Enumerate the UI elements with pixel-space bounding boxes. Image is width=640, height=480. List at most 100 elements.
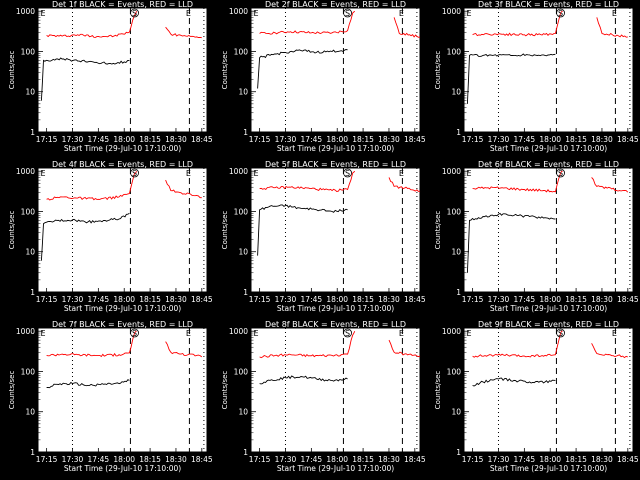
x-tick-label: 18:30 [165, 455, 187, 464]
y-tick-label: 1 [30, 288, 35, 297]
y-tick-label: 1000 [442, 167, 461, 176]
x-tick-label: 17:15 [36, 295, 58, 304]
plot-frame [250, 327, 421, 453]
chart-panel: Det 6f BLACK = Events, RED = LLD 1 10 100 10… [434, 160, 639, 313]
x-tick-label: 17:15 [249, 135, 271, 144]
events-series-line [466, 212, 556, 273]
annotation-s: S [345, 329, 350, 338]
x-tick-label: 17:45 [514, 295, 536, 304]
annotation-s-circle [343, 168, 352, 178]
chart-title: Det 5f BLACK = Events, RED = LLD [265, 160, 406, 169]
annotation-s: S [345, 9, 350, 18]
x-tick-label: 17:15 [462, 295, 484, 304]
x-tick-label: 17:30 [62, 455, 84, 464]
lld-series-line [165, 341, 203, 358]
x-tick-label: 18:15 [139, 135, 161, 144]
x-tick-label: 17:45 [301, 455, 323, 464]
chart-panel: Det 9f BLACK = Events, RED = LLD 1 10 100 10… [434, 320, 639, 473]
plot-frame [250, 167, 421, 293]
x-tick-label: 18:00 [113, 135, 135, 144]
annotation-s: S [558, 169, 563, 178]
y-tick-label: 10 [238, 88, 248, 97]
y-tick-label: 10 [238, 248, 248, 257]
annotation-e-left: E [253, 169, 258, 178]
x-tick-label: 17:15 [249, 455, 271, 464]
x-tick-label: 18:15 [565, 455, 587, 464]
chart-panel: Det 5f BLACK = Events, RED = LLD 1 10 100 10… [221, 160, 426, 313]
x-tick-label: 17:45 [88, 295, 110, 304]
lld-series-line [46, 170, 138, 201]
annotation-e-left: E [40, 169, 45, 178]
x-axis-label: Start Time (29-Jul-10 17:10:00) [490, 464, 607, 473]
y-tick-label: 100 [447, 367, 462, 376]
x-tick-label: 17:30 [275, 135, 297, 144]
x-tick-label: 17:30 [62, 135, 84, 144]
x-tick-label: 18:15 [139, 455, 161, 464]
lld-series-line [472, 170, 563, 193]
chart-panel: Det 2f BLACK = Events, RED = LLD 1 10 100 10… [221, 0, 426, 153]
y-tick-label: 1 [243, 448, 248, 457]
x-tick-label: 18:15 [565, 135, 587, 144]
chart-title: Det 9f BLACK = Events, RED = LLD [478, 320, 619, 329]
annotation-e-left: E [253, 9, 258, 18]
lld-series-line [46, 330, 137, 358]
y-tick-label: 1 [456, 128, 461, 137]
annotation-e-left: E [40, 329, 45, 338]
x-tick-label: 17:30 [488, 455, 510, 464]
x-tick-label: 17:15 [462, 135, 484, 144]
x-tick-label: 18:45 [617, 135, 639, 144]
x-tick-label: 18:45 [191, 135, 213, 144]
lld-series-line [472, 10, 563, 37]
plot-frame [463, 327, 634, 453]
y-axis-label: Counts/sec [221, 51, 229, 90]
x-tick-label: 18:45 [404, 135, 426, 144]
x-tick-label: 18:45 [617, 295, 639, 304]
lld-series-line [165, 179, 202, 199]
plot-area [250, 7, 421, 133]
x-tick-label: 18:15 [139, 295, 161, 304]
y-axis-label: Counts/sec [8, 371, 16, 410]
plot-area [37, 7, 208, 133]
x-tick-label: 17:30 [488, 295, 510, 304]
x-tick-label: 18:00 [539, 135, 561, 144]
x-tick-label: 17:30 [62, 295, 84, 304]
annotation-e: E [399, 329, 404, 338]
y-tick-label: 1000 [229, 327, 248, 336]
events-series-line [257, 204, 348, 256]
y-tick-label: 100 [234, 367, 249, 376]
plot-area [37, 327, 208, 453]
lld-series-line [388, 177, 421, 192]
lld-series-line [259, 330, 356, 359]
plot-frame [37, 7, 208, 133]
plot-area [463, 7, 634, 133]
x-tick-label: 17:15 [36, 135, 58, 144]
events-series-line [40, 212, 130, 261]
y-tick-label: 10 [451, 88, 461, 97]
events-series-line [259, 375, 348, 385]
plot-area [463, 167, 634, 293]
annotation-e: E [399, 169, 404, 178]
y-tick-label: 100 [447, 47, 462, 56]
lld-series-line [46, 11, 138, 38]
annotation-s-circle [556, 168, 565, 178]
x-tick-label: 18:30 [378, 295, 400, 304]
lld-series-line [591, 177, 629, 193]
x-tick-label: 18:00 [113, 295, 135, 304]
annotation-s: S [345, 169, 350, 178]
x-tick-label: 17:15 [36, 455, 58, 464]
events-series-line [257, 49, 348, 89]
y-tick-label: 10 [25, 88, 35, 97]
y-tick-label: 10 [25, 408, 35, 417]
x-tick-label: 17:45 [301, 295, 323, 304]
chart-panel: Det 1f BLACK = Events, RED = LLD 1 10 100 10… [8, 0, 213, 153]
plot-frame [37, 327, 208, 453]
annotation-e: E [186, 9, 191, 18]
annotation-e-left: E [40, 9, 45, 18]
chart-panel: Det 4f BLACK = Events, RED = LLD 1 10 100 10… [8, 160, 213, 313]
x-tick-label: 18:30 [165, 295, 187, 304]
y-tick-label: 100 [21, 367, 36, 376]
x-tick-label: 17:45 [88, 135, 110, 144]
chart-panel: Det 3f BLACK = Events, RED = LLD 1 10 100 10… [434, 0, 639, 153]
y-tick-label: 1 [30, 448, 35, 457]
